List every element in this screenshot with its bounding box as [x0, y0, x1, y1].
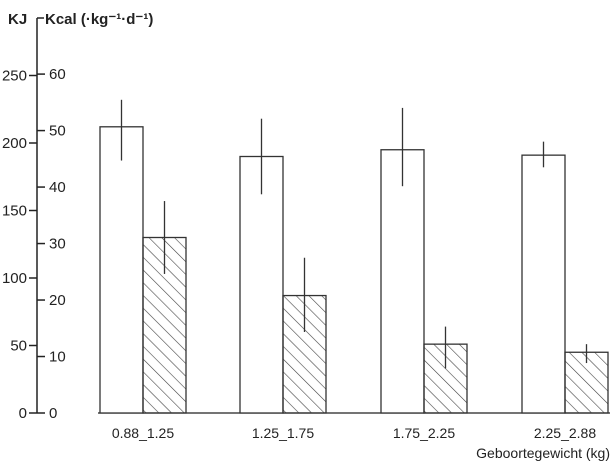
category-labels: 0.88_1.25 1.25_1.75 1.75_2.25 2.25_2.88 — [112, 425, 596, 441]
kcal-tick-label: 30 — [49, 236, 66, 253]
kj-tick-label: 50 — [10, 338, 27, 355]
kj-axis-label: KJ — [8, 11, 27, 28]
bars-group — [99, 99, 609, 414]
category-label: 2.25_2.88 — [534, 425, 596, 441]
bar-open — [239, 155, 284, 414]
kcal-axis-label: Kcal (·kg⁻¹·d⁻¹) — [45, 11, 153, 28]
kcal-tick-label: 60 — [49, 66, 66, 83]
kj-tick-label: 0 — [19, 405, 27, 422]
kcal-tick-label: 50 — [49, 123, 66, 140]
kj-tick-label: 100 — [2, 270, 27, 287]
kj-tick-label: 150 — [2, 203, 27, 220]
kcal-tick-label: 0 — [49, 405, 57, 422]
kj-axis: 0 50 100 150 200 250 — [2, 68, 37, 422]
kcal-axis: 0 10 20 30 40 50 60 — [37, 66, 66, 422]
category-label: 1.75_2.25 — [393, 425, 455, 441]
x-axis-label: Geboortegewicht (kg) — [476, 445, 610, 461]
bar-open — [380, 149, 425, 414]
bar-open — [99, 126, 144, 414]
kcal-tick-label: 40 — [49, 179, 66, 196]
category-label: 0.88_1.25 — [112, 425, 174, 441]
category-label: 1.25_1.75 — [252, 425, 314, 441]
kj-tick-label: 250 — [2, 68, 27, 85]
kcal-tick-label: 20 — [49, 292, 66, 309]
kcal-tick-label: 10 — [49, 349, 66, 366]
bar-open — [521, 154, 566, 414]
kj-tick-label: 200 — [2, 135, 27, 152]
